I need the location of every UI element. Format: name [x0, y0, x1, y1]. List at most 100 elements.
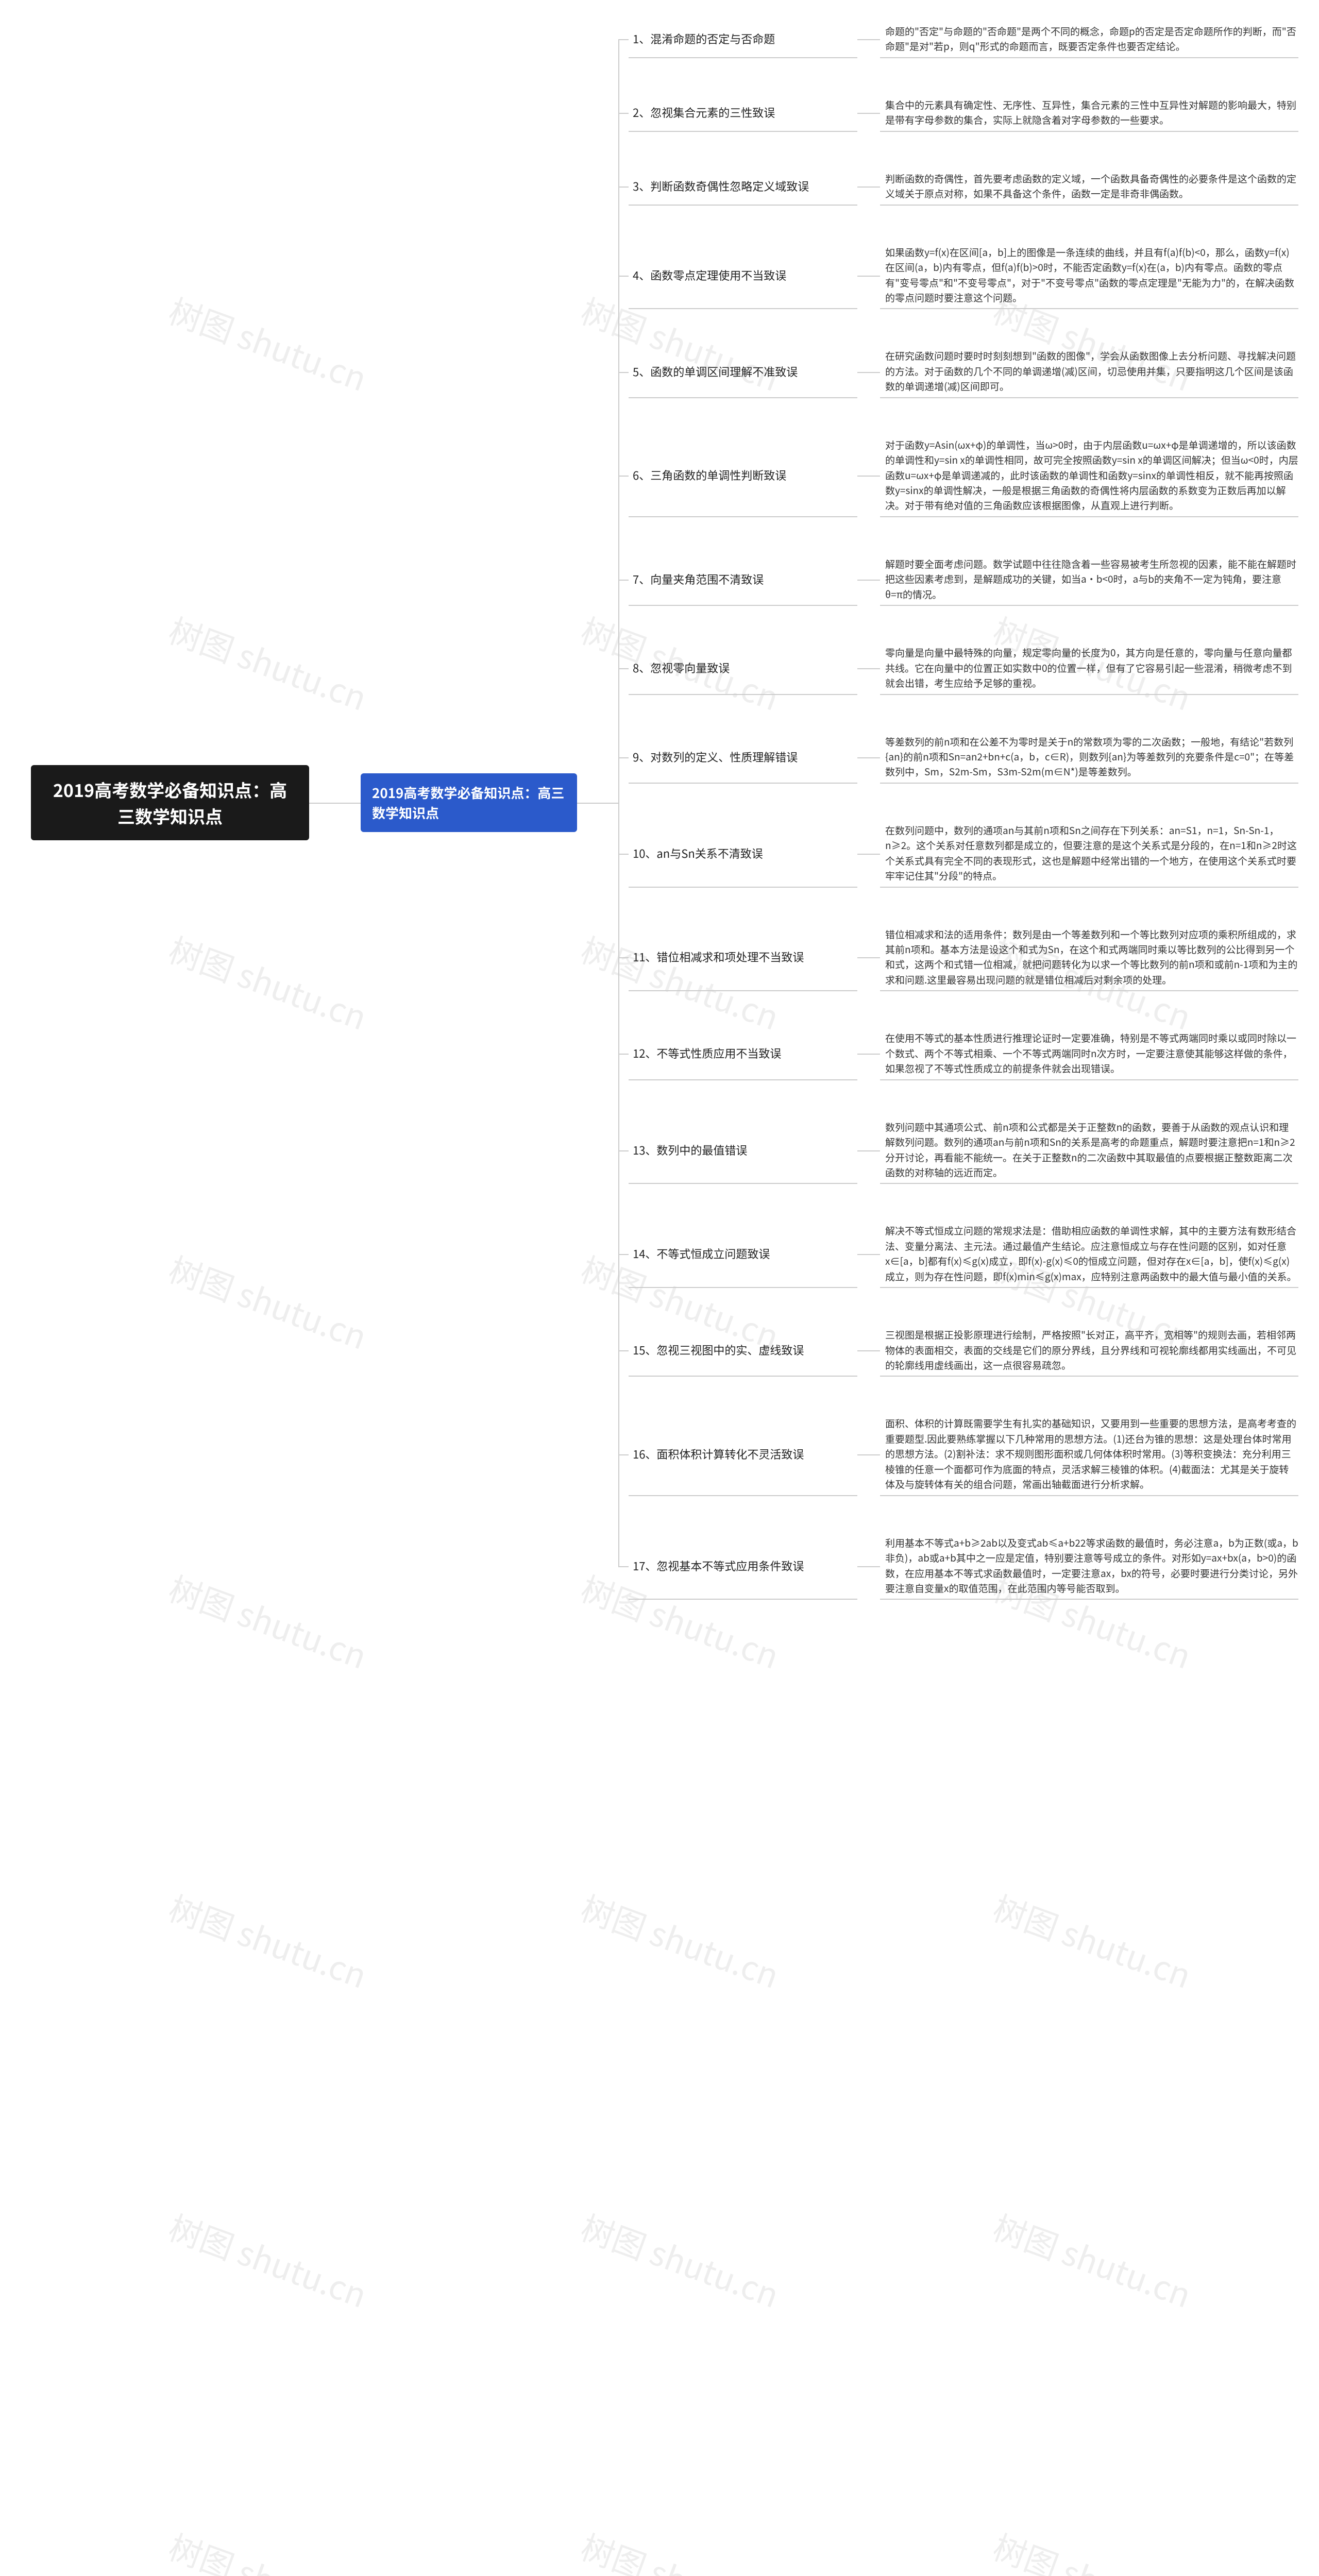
leaf-connector [857, 242, 880, 310]
leaf-title: 7、向量夹角范围不清致误 [629, 553, 857, 606]
watermark: 树图 shutu.cn [163, 1563, 374, 1679]
leaf-node: 16、面积体积计算转化不灵活致误面积、体积的计算既需要学生有扎实的基础知识，又要… [629, 1413, 1298, 1496]
watermark: 树图 shutu.cn [163, 1244, 374, 1359]
leaf-connector [857, 1027, 880, 1080]
leaf-body: 错位相减求和法的适用条件：数列是由一个等差数列和一个等比数列对应项的乘积所组成的… [880, 924, 1298, 992]
watermark: 树图 shutu.cn [163, 2521, 374, 2576]
leaf-node: 3、判断函数奇偶性忽略定义域致误判断函数的奇偶性，首先要考虑函数的定义域，一个函… [629, 168, 1298, 206]
watermark: 树图 shutu.cn [163, 605, 374, 720]
leaf-title: 9、对数列的定义、性质理解错误 [629, 731, 857, 784]
leaf-stub [618, 187, 629, 188]
leaf-node: 6、三角函数的单调性判断致误对于函数y=Asin(ωx+φ)的单调性，当ω>0时… [629, 434, 1298, 517]
leaf-title: 4、函数零点定理使用不当致误 [629, 242, 857, 310]
watermark: 树图 shutu.cn [163, 2202, 374, 2317]
leaf-node: 17、忽视基本不等式应用条件致误利用基本不等式a+b≥2ab以及变式ab≤a+b… [629, 1532, 1298, 1600]
leaf-node: 14、不等式恒成立问题致误解决不等式恒成立问题的常规求法是：借助相应函数的单调性… [629, 1220, 1298, 1288]
leaf-connector [857, 1220, 880, 1288]
leaf-node: 5、函数的单调区间理解不准致误在研究函数问题时要时时刻刻想到"函数的图像"，学会… [629, 345, 1298, 398]
leaf-title: 17、忽视基本不等式应用条件致误 [629, 1532, 857, 1600]
leaf-title: 15、忽视三视图中的实、虚线致误 [629, 1324, 857, 1377]
leaf-body: 零向量是向量中最特殊的向量，规定零向量的长度为0，其方向是任意的，零向量与任意向… [880, 642, 1298, 694]
leaf-stub [618, 476, 629, 477]
watermark: 树图 shutu.cn [987, 2202, 1198, 2317]
leaf-title: 3、判断函数奇偶性忽略定义域致误 [629, 168, 857, 206]
leaf-body: 在数列问题中，数列的通项an与其前n项和Sn之间存在下列关系：an=S1，n=1… [880, 820, 1298, 888]
leaf-body: 面积、体积的计算既需要学生有扎实的基础知识，又要用到一些重要的思想方法，是高考考… [880, 1413, 1298, 1496]
leaf-connector [857, 345, 880, 398]
leaf-body: 解题时要全面考虑问题。数学试题中往往隐含着一些容易被考生所忽视的因素，能不能在解… [880, 553, 1298, 606]
leaf-node: 1、混淆命题的否定与否命题命题的"否定"与命题的"否命题"是两个不同的概念，命题… [629, 21, 1298, 58]
watermark: 树图 shutu.cn [163, 1883, 374, 1998]
leaf-node: 7、向量夹角范围不清致误解题时要全面考虑问题。数学试题中往往隐含着一些容易被考生… [629, 553, 1298, 606]
leaf-connector [857, 1324, 880, 1377]
leaf-stub [618, 1254, 629, 1255]
leaf-stub [618, 957, 629, 958]
mid-node: 2019高考数学必备知识点：高三数学知识点 [361, 773, 577, 832]
leaf-title: 8、忽视零向量致误 [629, 642, 857, 694]
leaf-node: 2、忽视集合元素的三性致误集合中的元素具有确定性、无序性、互异性，集合元素的三性… [629, 94, 1298, 132]
leaf-connector [857, 924, 880, 992]
leaf-body: 数列问题中其通项公式、前n项和公式都是关于正整数n的函数，要善于从函数的观点认识… [880, 1116, 1298, 1184]
leaf-title: 14、不等式恒成立问题致误 [629, 1220, 857, 1288]
leaf-node: 13、数列中的最值错误数列问题中其通项公式、前n项和公式都是关于正整数n的函数，… [629, 1116, 1298, 1184]
leaf-body: 等差数列的前n项和在公差不为零时是关于n的常数项为零的二次函数；一般地，有结论"… [880, 731, 1298, 784]
leaf-title: 5、函数的单调区间理解不准致误 [629, 345, 857, 398]
root-node: 2019高考数学必备知识点：高三数学知识点 [31, 765, 309, 840]
leaf-node: 9、对数列的定义、性质理解错误等差数列的前n项和在公差不为零时是关于n的常数项为… [629, 731, 1298, 784]
leaf-body: 在使用不等式的基本性质进行推理论证时一定要准确，特别是不等式两端同时乘以或同时除… [880, 1027, 1298, 1080]
leaf-connector [857, 21, 880, 58]
leaf-title: 11、错位相减求和项处理不当致误 [629, 924, 857, 992]
leaf-body: 判断函数的奇偶性，首先要考虑函数的定义域，一个函数具备奇偶性的必要条件是这个函数… [880, 168, 1298, 206]
leaf-title: 16、面积体积计算转化不灵活致误 [629, 1413, 857, 1496]
leaf-title: 10、an与Sn关系不清致误 [629, 820, 857, 888]
leaf-connector [857, 1532, 880, 1600]
leaf-connector [857, 553, 880, 606]
leaf-body: 三视图是根据正投影原理进行绘制，严格按照"长对正，高平齐，宽相等"的规则去画，若… [880, 1324, 1298, 1377]
leaf-stub [618, 854, 629, 855]
leaf-title: 13、数列中的最值错误 [629, 1116, 857, 1184]
watermark: 树图 shutu.cn [575, 1883, 786, 1998]
leaf-node: 15、忽视三视图中的实、虚线致误三视图是根据正投影原理进行绘制，严格按照"长对正… [629, 1324, 1298, 1377]
watermark: 树图 shutu.cn [163, 924, 374, 1040]
leaf-body: 命题的"否定"与命题的"否命题"是两个不同的概念，命题p的否定是否定命题所作的判… [880, 21, 1298, 58]
leaf-stub [618, 113, 629, 114]
leaf-stub [618, 1454, 629, 1455]
leaf-title: 1、混淆命题的否定与否命题 [629, 21, 857, 58]
leaf-title: 2、忽视集合元素的三性致误 [629, 94, 857, 132]
leaf-connector [857, 168, 880, 206]
leaf-stub [618, 580, 629, 581]
leaf-body: 对于函数y=Asin(ωx+φ)的单调性，当ω>0时，由于内层函数u=ωx+φ是… [880, 434, 1298, 517]
leaf-node: 11、错位相减求和项处理不当致误错位相减求和法的适用条件：数列是由一个等差数列和… [629, 924, 1298, 992]
leaf-node: 10、an与Sn关系不清致误在数列问题中，数列的通项an与其前n项和Sn之间存在… [629, 820, 1298, 888]
watermark: 树图 shutu.cn [575, 2521, 786, 2576]
mindmap-canvas: 2019高考数学必备知识点：高三数学知识点 2019高考数学必备知识点：高三数学… [0, 0, 1319, 2576]
leaf-stub [618, 1054, 629, 1055]
mid-to-rail [577, 803, 618, 804]
leaf-connector [857, 1413, 880, 1496]
leaf-body: 解决不等式恒成立问题的常规求法是：借助相应函数的单调性求解，其中的主要方法有数形… [880, 1220, 1298, 1288]
leaf-connector [857, 1116, 880, 1184]
watermark: 树图 shutu.cn [987, 2521, 1198, 2576]
leaf-stub [618, 1150, 629, 1151]
leaf-node: 12、不等式性质应用不当致误在使用不等式的基本性质进行推理论证时一定要准确，特别… [629, 1027, 1298, 1080]
leaf-body: 如果函数y=f(x)在区间[a，b]上的图像是一条连续的曲线，并且有f(a)f(… [880, 242, 1298, 310]
leaf-stub [618, 39, 629, 40]
watermark: 树图 shutu.cn [987, 1883, 1198, 1998]
leaf-stub [618, 668, 629, 669]
leaf-connector [857, 94, 880, 132]
leaf-connector [857, 434, 880, 517]
leaf-column: 1、混淆命题的否定与否命题命题的"否定"与命题的"否命题"是两个不同的概念，命题… [629, 21, 1298, 1636]
leaf-stub [618, 1566, 629, 1567]
leaf-connector [857, 642, 880, 694]
leaf-stub [618, 276, 629, 277]
leaf-body: 集合中的元素具有确定性、无序性、互异性，集合元素的三性中互异性对解题的影响最大，… [880, 94, 1298, 132]
leaf-rail [618, 39, 619, 1566]
leaf-connector [857, 820, 880, 888]
leaf-node: 4、函数零点定理使用不当致误如果函数y=f(x)在区间[a，b]上的图像是一条连… [629, 242, 1298, 310]
leaf-stub [618, 757, 629, 758]
root-to-mid [309, 803, 361, 804]
leaf-title: 6、三角函数的单调性判断致误 [629, 434, 857, 517]
leaf-body: 利用基本不等式a+b≥2ab以及变式ab≤a+b22等求函数的最值时，务必注意a… [880, 1532, 1298, 1600]
leaf-node: 8、忽视零向量致误零向量是向量中最特殊的向量，规定零向量的长度为0，其方向是任意… [629, 642, 1298, 694]
leaf-stub [618, 372, 629, 373]
